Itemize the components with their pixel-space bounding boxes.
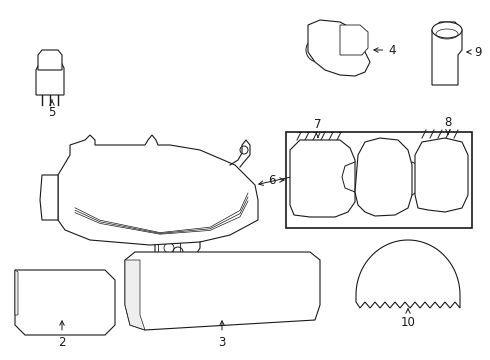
Text: 7: 7	[314, 118, 322, 137]
Text: 6: 6	[268, 174, 284, 186]
Polygon shape	[36, 58, 64, 95]
Polygon shape	[340, 25, 368, 55]
Polygon shape	[308, 20, 370, 76]
Bar	[242, 260, 266, 315]
Text: 1: 1	[259, 168, 304, 185]
Text: 4: 4	[374, 44, 396, 57]
Polygon shape	[290, 140, 355, 217]
Polygon shape	[15, 270, 115, 335]
Bar	[140, 260, 164, 315]
Polygon shape	[125, 252, 320, 330]
Polygon shape	[415, 138, 468, 212]
Bar	[42, 298, 58, 310]
Bar	[22, 298, 38, 310]
Text: 3: 3	[219, 321, 226, 348]
Text: 2: 2	[58, 321, 66, 348]
Polygon shape	[40, 175, 58, 220]
Bar	[22, 282, 38, 294]
Text: 10: 10	[400, 309, 416, 328]
Polygon shape	[432, 22, 462, 85]
Bar	[18, 272, 106, 315]
Text: 9: 9	[467, 45, 482, 58]
Polygon shape	[15, 270, 18, 315]
Polygon shape	[125, 260, 145, 330]
Bar	[42, 282, 58, 294]
Bar	[208, 260, 232, 315]
Polygon shape	[38, 50, 62, 70]
Bar	[174, 260, 198, 315]
Text: 8: 8	[444, 116, 452, 134]
Bar	[276, 260, 300, 315]
Ellipse shape	[432, 22, 462, 38]
Polygon shape	[356, 240, 460, 308]
Polygon shape	[355, 138, 412, 216]
Polygon shape	[58, 135, 258, 245]
Bar	[286, 132, 472, 228]
Bar	[158, 240, 180, 255]
Text: 5: 5	[49, 100, 56, 118]
